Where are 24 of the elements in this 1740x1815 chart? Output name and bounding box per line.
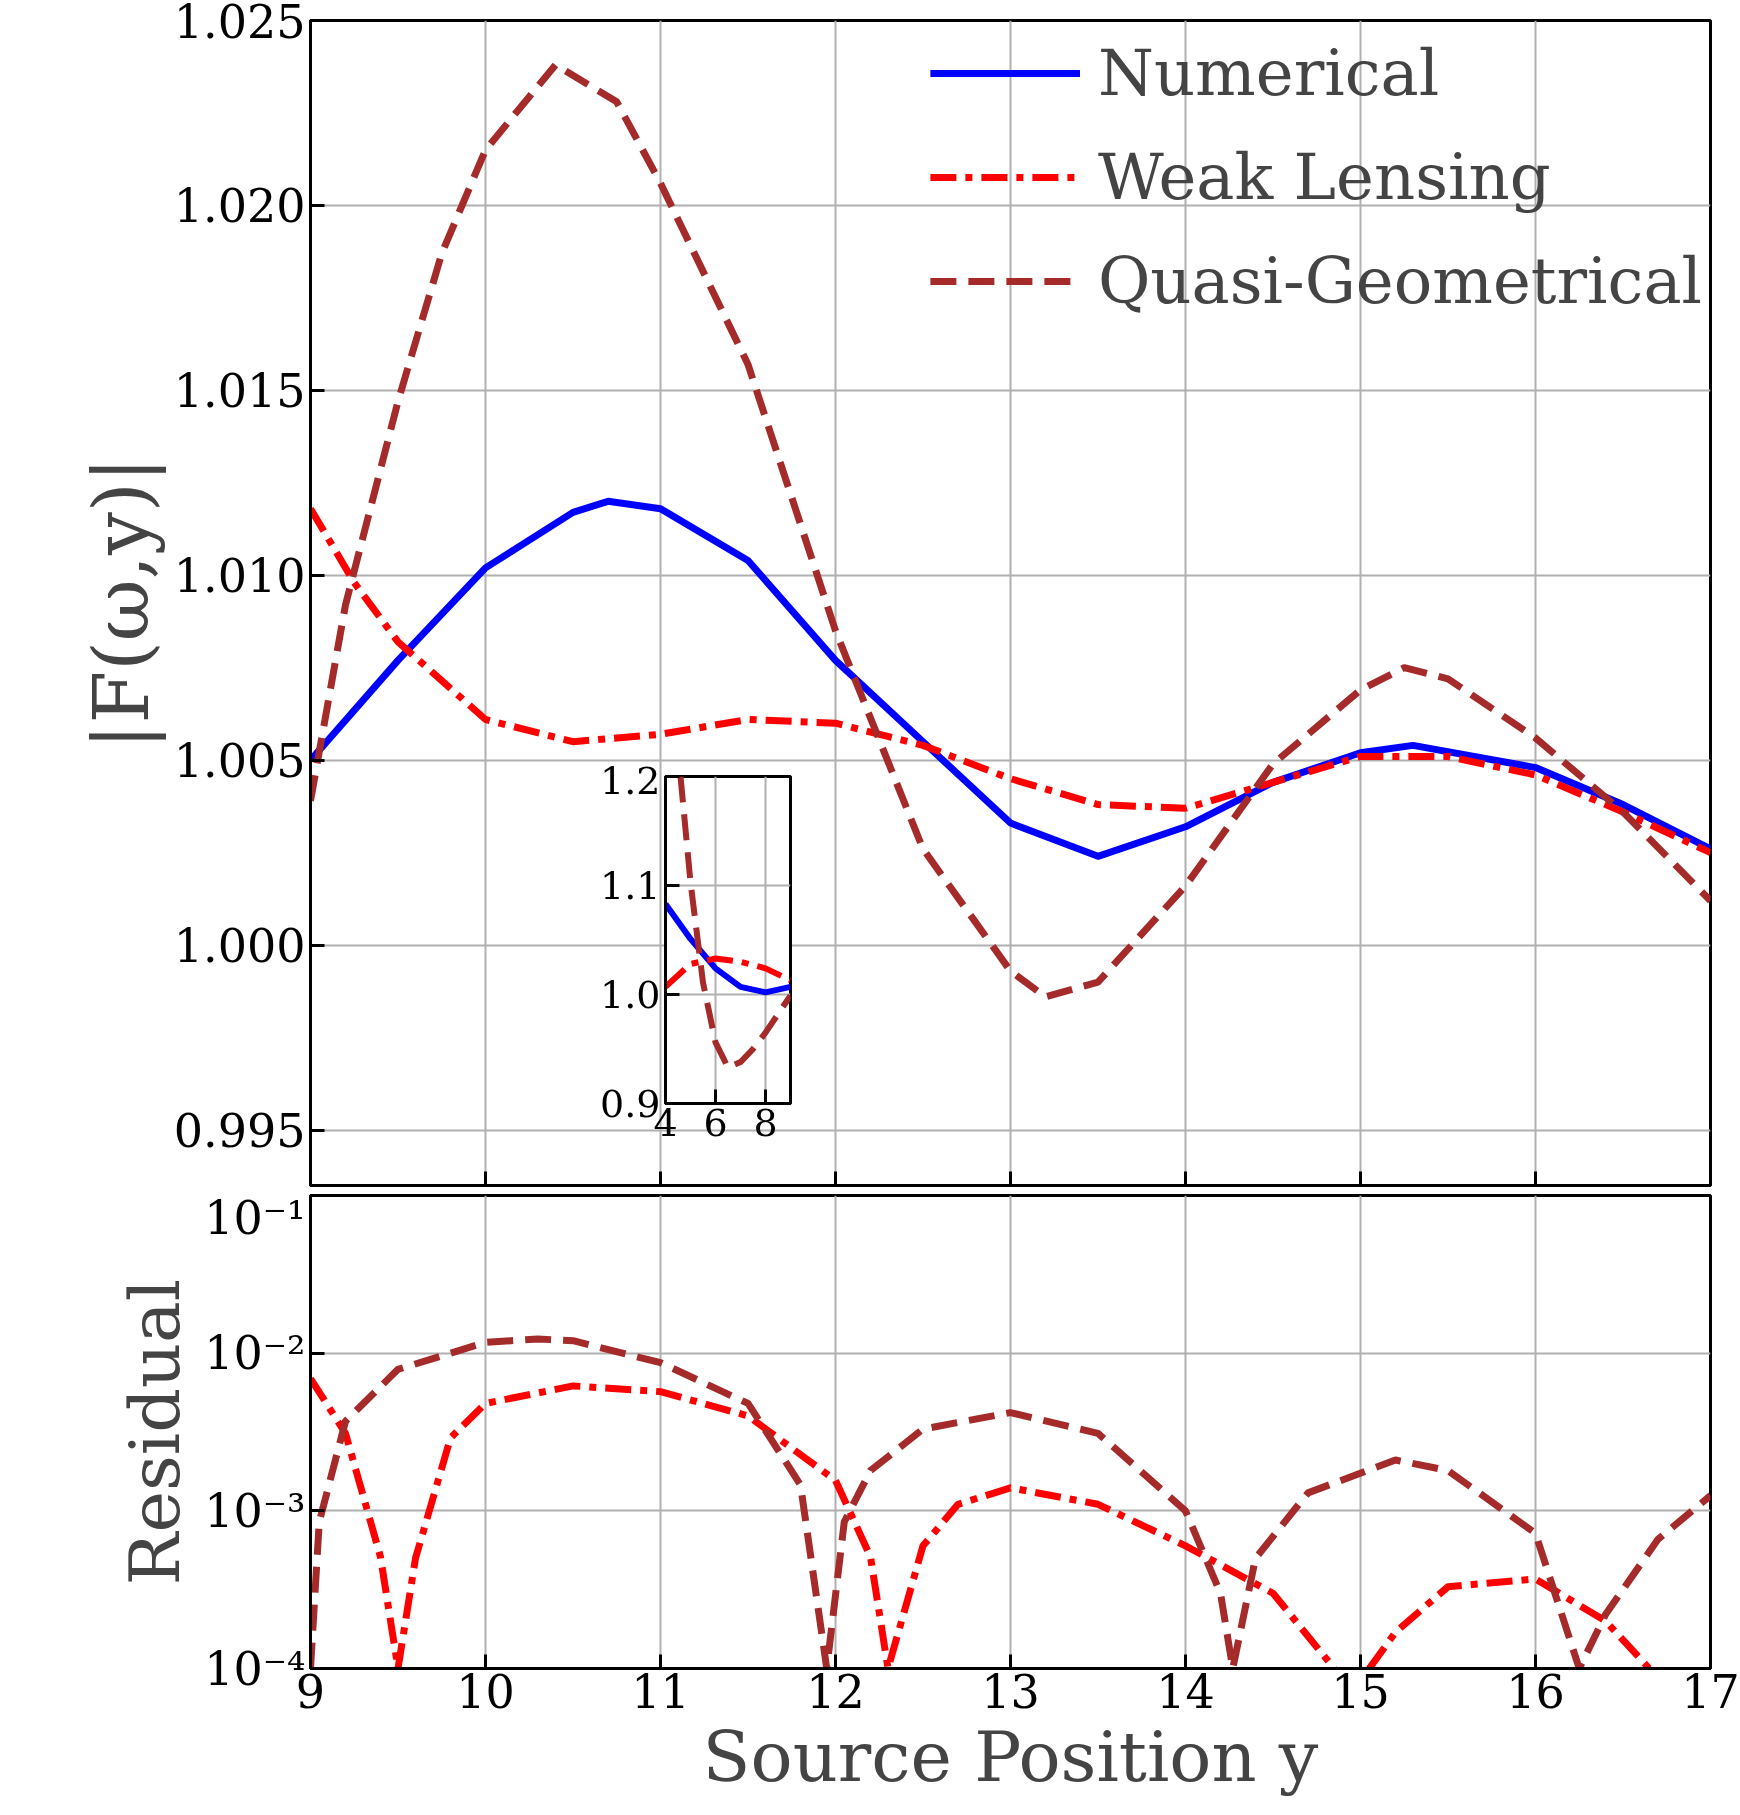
y-axis-title: Residual [114, 1278, 197, 1586]
x-tick-label: 10 [456, 1664, 515, 1719]
y-tick-label: 10⁻¹ [204, 1190, 306, 1245]
x-tick-label: 8 [753, 1100, 778, 1145]
y-tick-label: 1.020 [173, 179, 306, 234]
y-tick-label: 1.005 [173, 734, 306, 789]
legend-label: Quasi-Geometrical [1097, 243, 1702, 320]
y-axis-title: |F(ω,y)| [76, 456, 166, 750]
legend-label: Weak Lensing [1097, 139, 1551, 216]
x-tick-label: 16 [1506, 1664, 1565, 1719]
y-tick-label: 1.0 [600, 973, 661, 1017]
y-tick-label: 1.010 [173, 549, 306, 604]
y-tick-label: 1.025 [173, 0, 306, 49]
y-tick-label: 1.000 [173, 919, 306, 974]
y-tick-label: 1.015 [173, 364, 306, 419]
x-tick-label: 17 [1681, 1664, 1740, 1719]
x-tick-label: 11 [631, 1664, 690, 1719]
y-tick-label: 0.995 [173, 1104, 306, 1159]
x-tick-label: 15 [1331, 1664, 1390, 1719]
x-tick-label: 6 [703, 1100, 728, 1145]
y-tick-label: 10⁻² [204, 1326, 306, 1381]
y-tick-label: 10⁻³ [204, 1483, 306, 1538]
y-tick-label: 1.1 [600, 864, 661, 908]
legend-label: Numerical [1097, 35, 1440, 112]
